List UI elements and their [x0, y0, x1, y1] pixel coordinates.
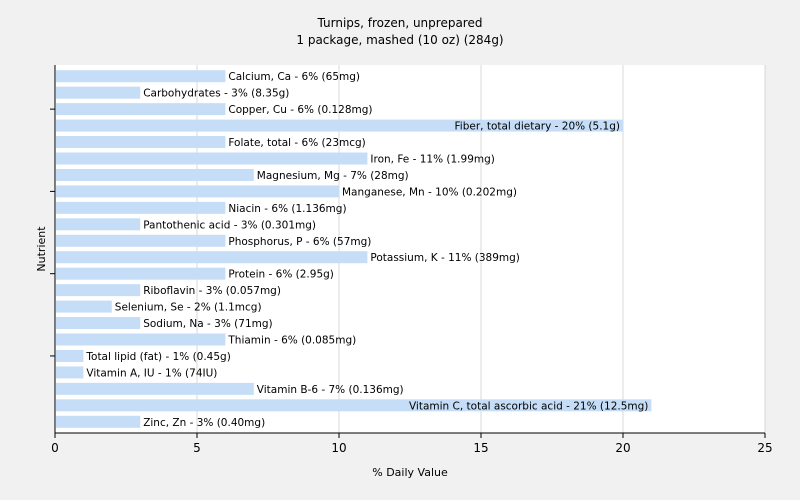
- bar-label: Sodium, Na - 3% (71mg): [143, 318, 272, 330]
- x-tick-label: 15: [473, 441, 488, 455]
- x-tick-label: 25: [757, 441, 772, 455]
- bar: [56, 218, 141, 231]
- x-tick-label: 0: [51, 441, 59, 455]
- bar: [56, 284, 141, 297]
- bar-label: Vitamin A, IU - 1% (74IU): [86, 367, 217, 379]
- bar: [56, 234, 226, 247]
- bar: [56, 399, 652, 412]
- x-tick-label: 20: [615, 441, 630, 455]
- bar: [56, 415, 141, 428]
- chart-subtitle: 1 package, mashed (10 oz) (284g): [296, 33, 503, 47]
- bar-label: Vitamin C, total ascorbic acid - 21% (12…: [409, 400, 648, 412]
- bar-label: Total lipid (fat) - 1% (0.45g): [85, 351, 230, 363]
- bar: [56, 267, 226, 280]
- bar: [56, 201, 226, 214]
- bar: [56, 382, 254, 395]
- bar-label: Manganese, Mn - 10% (0.202mg): [342, 186, 517, 198]
- bar-label: Folate, total - 6% (23mcg): [228, 137, 365, 149]
- bar-label: Carbohydrates - 3% (8.35g): [143, 88, 289, 100]
- bar-label: Vitamin B-6 - 7% (0.136mg): [257, 384, 404, 396]
- bar-label: Phosphorus, P - 6% (57mg): [228, 236, 371, 248]
- bar-label: Riboflavin - 3% (0.057mg): [143, 285, 281, 297]
- bar-label: Iron, Fe - 11% (1.99mg): [370, 154, 494, 166]
- y-axis-title: Nutrient: [35, 226, 48, 272]
- bar-label: Niacin - 6% (1.136mg): [228, 203, 346, 215]
- bars: Calcium, Ca - 6% (65mg) Carbohydrates - 3…: [56, 70, 652, 429]
- bar: [56, 136, 226, 149]
- bar-label: Copper, Cu - 6% (0.128mg): [228, 104, 372, 116]
- x-tick-label: 10: [331, 441, 346, 455]
- bar: [56, 70, 226, 83]
- bar-label: Protein - 6% (2.95g): [228, 269, 334, 281]
- bar: [56, 366, 84, 379]
- bar-label: Fiber, total dietary - 20% (5.1g): [455, 121, 620, 133]
- x-axis-ticks: 0 5 10 15 20 25: [50, 108, 773, 455]
- bar-label: Selenium, Se - 2% (1.1mcg): [115, 302, 262, 314]
- bar-label: Magnesium, Mg - 7% (28mg): [257, 170, 409, 182]
- bar: [56, 119, 623, 132]
- bar: [56, 168, 254, 181]
- axes: [54, 65, 765, 434]
- bar: [56, 300, 112, 313]
- bar-label: Pantothenic acid - 3% (0.301mg): [143, 219, 316, 231]
- bar-label: Thiamin - 6% (0.085mg): [227, 335, 356, 347]
- bar: [56, 185, 339, 198]
- bar: [56, 317, 141, 330]
- bar: [56, 103, 226, 116]
- bar-label: Potassium, K - 11% (389mg): [370, 252, 520, 264]
- bar: [56, 86, 141, 99]
- x-tick-label: 5: [193, 441, 201, 455]
- chart-title: Turnips, frozen, unprepared: [317, 16, 483, 30]
- bar: [56, 349, 84, 362]
- bar-label: Calcium, Ca - 6% (65mg): [228, 71, 360, 83]
- bar-label: Zinc, Zn - 3% (0.40mg): [143, 417, 265, 429]
- bar: [56, 251, 368, 264]
- bar: [56, 152, 368, 165]
- x-axis-title: % Daily Value: [372, 466, 448, 479]
- bar: [56, 333, 226, 346]
